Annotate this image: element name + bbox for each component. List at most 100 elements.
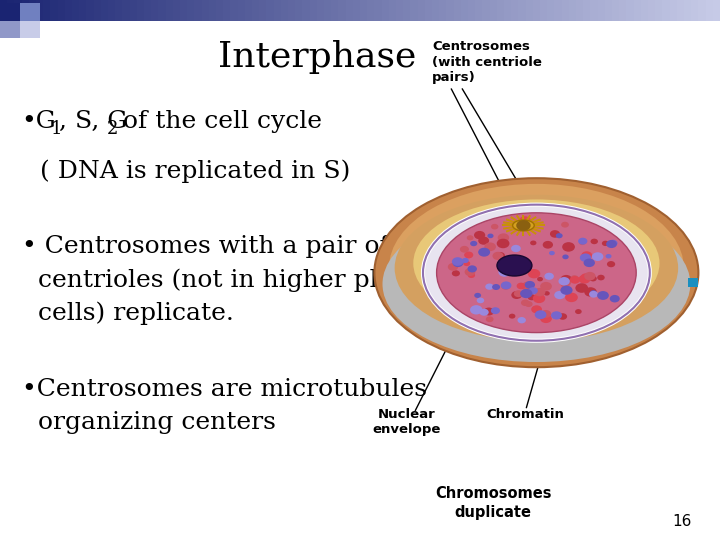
Bar [0, 21, 20, 38]
Circle shape [452, 257, 464, 266]
Circle shape [534, 288, 545, 296]
Circle shape [474, 293, 481, 298]
Bar [338, 0, 346, 21]
Bar [554, 0, 562, 21]
Circle shape [584, 272, 595, 280]
Circle shape [520, 289, 533, 298]
Text: ( DNA is replicated in S): ( DNA is replicated in S) [40, 160, 350, 184]
Bar [94, 0, 101, 21]
Circle shape [579, 240, 585, 245]
Circle shape [485, 284, 494, 290]
Circle shape [480, 309, 489, 316]
Bar [497, 0, 504, 21]
Circle shape [606, 254, 611, 259]
Ellipse shape [413, 199, 660, 327]
Circle shape [462, 258, 469, 263]
Bar [20, 3, 40, 21]
Bar [691, 0, 698, 21]
Text: 2: 2 [107, 119, 118, 138]
Bar [122, 0, 130, 21]
Circle shape [560, 286, 572, 295]
Bar [0, 0, 7, 21]
Bar [403, 0, 410, 21]
Bar [50, 0, 58, 21]
Circle shape [474, 231, 485, 239]
Bar [58, 0, 65, 21]
Bar [461, 0, 468, 21]
Circle shape [498, 233, 509, 242]
Bar [252, 0, 259, 21]
Bar [259, 0, 266, 21]
Bar [115, 0, 122, 21]
Bar [266, 0, 274, 21]
Bar [274, 0, 281, 21]
Bar [641, 0, 648, 21]
Circle shape [460, 246, 469, 253]
Bar [626, 0, 634, 21]
Bar [684, 0, 691, 21]
Circle shape [543, 241, 553, 248]
Bar [396, 0, 403, 21]
Bar [245, 0, 252, 21]
Bar [511, 0, 518, 21]
Circle shape [549, 251, 555, 255]
Text: Centrosomes
(with centriole
pairs): Centrosomes (with centriole pairs) [432, 40, 542, 84]
Circle shape [559, 277, 570, 286]
Circle shape [464, 268, 475, 276]
Ellipse shape [374, 178, 698, 367]
Circle shape [477, 298, 485, 303]
Ellipse shape [395, 195, 678, 341]
Bar [590, 0, 598, 21]
Text: Chromatin: Chromatin [487, 408, 564, 421]
Circle shape [581, 251, 593, 259]
Circle shape [533, 294, 545, 303]
Bar [612, 0, 619, 21]
Bar [518, 0, 526, 21]
Circle shape [491, 224, 498, 230]
Circle shape [518, 317, 526, 323]
Bar [569, 0, 576, 21]
Bar [108, 0, 115, 21]
Circle shape [511, 291, 522, 299]
Bar [36, 0, 43, 21]
Circle shape [501, 283, 510, 290]
Text: • Centrosomes with a pair of
  centrioles (not in higher plant
  cells) replicat: • Centrosomes with a pair of centrioles … [22, 235, 418, 325]
Circle shape [540, 314, 552, 323]
Circle shape [590, 276, 597, 281]
Bar [65, 0, 72, 21]
Circle shape [595, 256, 601, 261]
Bar [310, 0, 317, 21]
Bar [410, 0, 418, 21]
Circle shape [516, 220, 531, 231]
Bar [619, 0, 626, 21]
Bar [101, 0, 108, 21]
Circle shape [463, 261, 470, 266]
Circle shape [519, 216, 531, 225]
Circle shape [470, 241, 477, 246]
Bar [425, 0, 432, 21]
Bar [688, 278, 698, 287]
Circle shape [575, 284, 588, 293]
Bar [173, 0, 180, 21]
Bar [43, 0, 50, 21]
Circle shape [589, 291, 598, 298]
Circle shape [606, 240, 617, 248]
Bar [166, 0, 173, 21]
Bar [302, 0, 310, 21]
Circle shape [578, 238, 588, 245]
Circle shape [452, 271, 460, 276]
Bar [655, 0, 662, 21]
Circle shape [530, 240, 536, 245]
Circle shape [575, 309, 582, 314]
Bar [583, 0, 590, 21]
Bar [432, 0, 439, 21]
Circle shape [453, 259, 463, 267]
Ellipse shape [513, 220, 534, 231]
Bar [533, 0, 540, 21]
Ellipse shape [436, 213, 636, 333]
Circle shape [551, 311, 562, 320]
Bar [662, 0, 670, 21]
Circle shape [597, 275, 605, 280]
Circle shape [550, 231, 557, 236]
Circle shape [561, 222, 569, 228]
